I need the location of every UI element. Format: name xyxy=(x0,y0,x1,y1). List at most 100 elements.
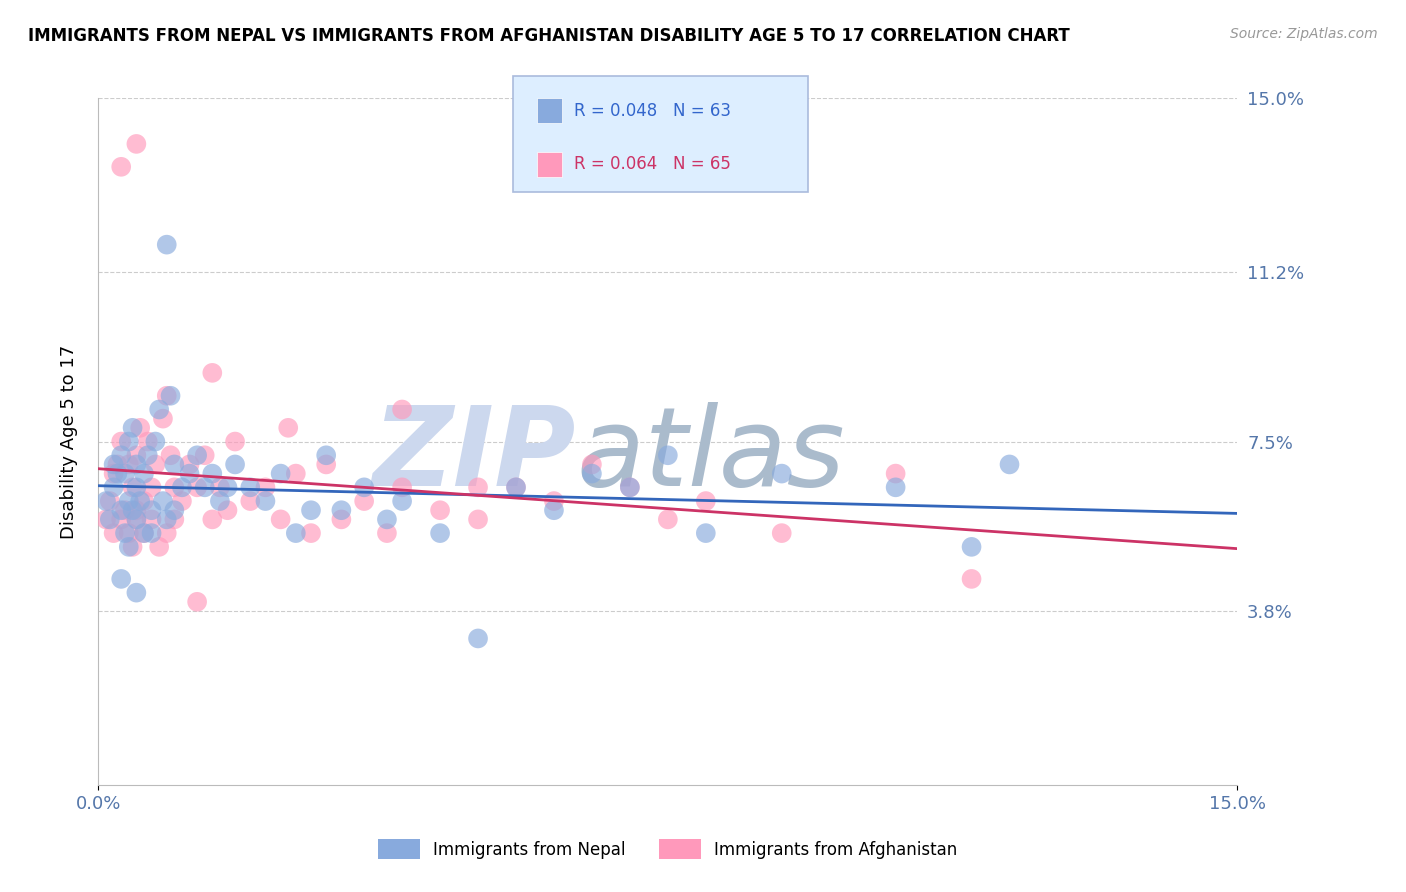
Point xyxy=(186,480,208,494)
Point xyxy=(141,512,163,526)
Point xyxy=(277,421,299,435)
Point xyxy=(121,480,143,494)
Point xyxy=(330,512,353,526)
Point xyxy=(619,480,641,494)
Point xyxy=(129,494,152,508)
Point xyxy=(505,480,527,494)
Point xyxy=(145,434,167,449)
Point xyxy=(186,448,208,462)
Point xyxy=(94,494,117,508)
Point xyxy=(156,526,179,541)
Point xyxy=(770,526,793,541)
Point xyxy=(581,458,603,472)
Point xyxy=(239,494,262,508)
Point xyxy=(695,494,717,508)
Point xyxy=(170,480,193,494)
Point xyxy=(136,434,159,449)
Point xyxy=(619,480,641,494)
Y-axis label: Disability Age 5 to 17: Disability Age 5 to 17 xyxy=(59,344,77,539)
Point xyxy=(132,467,155,481)
Point xyxy=(375,512,398,526)
Point xyxy=(217,480,239,494)
Point xyxy=(467,512,489,526)
Text: ZIP: ZIP xyxy=(373,401,576,508)
Point xyxy=(391,494,413,508)
Point xyxy=(224,458,246,472)
Point xyxy=(121,421,143,435)
Point xyxy=(110,160,132,174)
Point xyxy=(145,458,167,472)
Point xyxy=(141,526,163,541)
Text: R = 0.048   N = 63: R = 0.048 N = 63 xyxy=(574,102,731,120)
Point xyxy=(107,458,129,472)
Point xyxy=(254,480,277,494)
Point xyxy=(136,448,159,462)
Point xyxy=(201,512,224,526)
Point xyxy=(391,480,413,494)
Point xyxy=(960,572,983,586)
Point xyxy=(179,458,201,472)
Point xyxy=(114,526,136,541)
Point xyxy=(505,480,527,494)
Text: R = 0.064   N = 65: R = 0.064 N = 65 xyxy=(574,155,731,173)
Point xyxy=(110,512,132,526)
Text: atlas: atlas xyxy=(576,401,845,508)
Point xyxy=(217,503,239,517)
Point xyxy=(884,480,907,494)
Point xyxy=(110,503,132,517)
Point xyxy=(543,494,565,508)
Point xyxy=(239,480,262,494)
Point xyxy=(103,458,125,472)
Text: Source: ZipAtlas.com: Source: ZipAtlas.com xyxy=(1230,27,1378,41)
Point xyxy=(132,526,155,541)
Point xyxy=(121,503,143,517)
Point xyxy=(330,503,353,517)
Point xyxy=(118,434,141,449)
Point xyxy=(118,540,141,554)
Point xyxy=(121,540,143,554)
Point xyxy=(114,467,136,481)
Point xyxy=(163,480,186,494)
Text: IMMIGRANTS FROM NEPAL VS IMMIGRANTS FROM AFGHANISTAN DISABILITY AGE 5 TO 17 CORR: IMMIGRANTS FROM NEPAL VS IMMIGRANTS FROM… xyxy=(28,27,1070,45)
Point xyxy=(208,494,231,508)
Point xyxy=(998,458,1021,472)
Point xyxy=(163,512,186,526)
Point xyxy=(103,480,125,494)
Point xyxy=(125,585,148,599)
Point xyxy=(132,526,155,541)
Point xyxy=(94,512,117,526)
Point xyxy=(110,434,132,449)
Point xyxy=(148,540,170,554)
Point xyxy=(125,480,148,494)
Point xyxy=(315,458,337,472)
Point xyxy=(284,467,307,481)
Point xyxy=(695,526,717,541)
Point xyxy=(170,494,193,508)
Point xyxy=(98,494,121,508)
Point xyxy=(194,448,217,462)
Point xyxy=(299,503,322,517)
Point xyxy=(118,458,141,472)
Point xyxy=(110,572,132,586)
Point xyxy=(125,448,148,462)
Point xyxy=(148,402,170,417)
Point xyxy=(132,494,155,508)
Point xyxy=(125,458,148,472)
Point xyxy=(467,480,489,494)
Point xyxy=(118,526,141,541)
Point xyxy=(429,526,451,541)
Point xyxy=(103,526,125,541)
Point xyxy=(118,494,141,508)
Point xyxy=(125,512,148,526)
Point xyxy=(284,526,307,541)
Point xyxy=(156,237,179,252)
Point xyxy=(353,494,375,508)
Point xyxy=(156,512,179,526)
Point xyxy=(375,526,398,541)
Point xyxy=(543,503,565,517)
Point xyxy=(159,448,181,462)
Point xyxy=(353,480,375,494)
Point xyxy=(186,595,208,609)
Point xyxy=(141,480,163,494)
Point xyxy=(299,526,322,541)
